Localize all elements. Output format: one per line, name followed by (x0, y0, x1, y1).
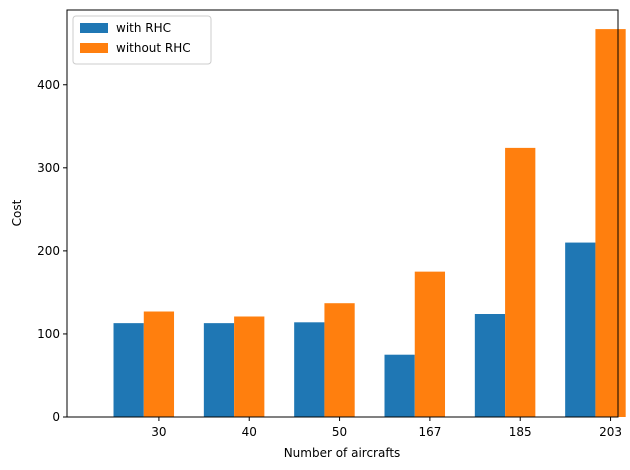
bar-with-rhc-40 (203, 323, 235, 417)
x-axis-label: Number of aircrafts (284, 446, 401, 460)
bar-with-rhc-185 (474, 314, 506, 417)
y-tick-label: 0 (52, 410, 60, 424)
legend-swatch-without-rhc (80, 43, 108, 53)
legend-swatch-with-rhc (80, 23, 108, 33)
y-tick-label: 200 (37, 244, 60, 258)
legend-label-with-rhc: with RHC (116, 21, 171, 35)
bar-without-rhc-203 (595, 29, 626, 417)
x-tick-label: 203 (599, 425, 622, 439)
bar-with-rhc-50 (294, 322, 325, 417)
legend: with RHC without RHC (72, 15, 212, 65)
bars-group (113, 29, 626, 417)
y-tick-label: 100 (37, 327, 60, 341)
x-tick-label: 167 (418, 425, 441, 439)
y-axis-label: Cost (10, 199, 24, 226)
bar-with-rhc-167 (384, 354, 415, 417)
x-tick-label: 185 (509, 425, 532, 439)
bar-without-rhc-50 (324, 303, 355, 417)
y-tick-label: 300 (37, 161, 60, 175)
bar-without-rhc-167 (414, 271, 446, 417)
bar-without-rhc-30 (143, 311, 175, 417)
x-tick-label: 50 (332, 425, 347, 439)
bar-without-rhc-40 (234, 316, 265, 417)
y-tick-label: 400 (37, 78, 60, 92)
x-tick-label: 40 (242, 425, 257, 439)
x-axis: 30 40 50 167 185 203 (151, 417, 622, 439)
y-axis: 0 100 200 300 400 (37, 78, 67, 424)
bar-without-rhc-185 (505, 147, 536, 417)
x-tick-label: 30 (151, 425, 166, 439)
plot-frame (66, 9, 619, 418)
bar-with-rhc-30 (113, 323, 144, 417)
bar-with-rhc-203 (565, 242, 596, 417)
legend-label-without-rhc: without RHC (116, 41, 191, 55)
